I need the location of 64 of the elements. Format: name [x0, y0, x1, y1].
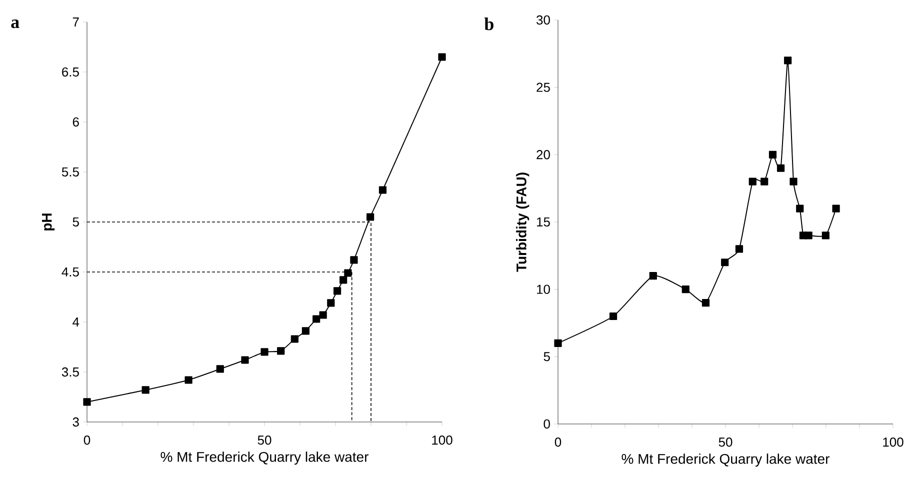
point	[832, 204, 840, 212]
point	[312, 315, 320, 323]
point	[735, 245, 744, 253]
point	[649, 272, 657, 280]
y-tick-label: 7	[72, 18, 79, 26]
point	[366, 213, 374, 221]
y-tick-label: 3.5	[62, 367, 79, 377]
x-tick-label: 0	[84, 436, 90, 445]
chart-title: a	[11, 20, 20, 28]
y-tick-label: 5	[72, 217, 79, 227]
x-tick-label: 50	[258, 436, 272, 445]
y-axis-title: Turbidity (FAU)	[516, 172, 530, 272]
point	[804, 232, 812, 240]
point	[721, 258, 729, 266]
point	[554, 339, 562, 347]
point	[768, 150, 777, 158]
y-tick-label: 25	[536, 82, 550, 92]
y-tick-label: 0	[544, 419, 550, 429]
y-tick-label: 20	[536, 150, 550, 160]
y-tick-label: 4	[72, 318, 80, 326]
y-tick-label: 30	[536, 15, 550, 25]
point	[609, 312, 618, 320]
x-tick-label: 100	[432, 436, 452, 445]
point	[83, 398, 91, 406]
point	[378, 186, 387, 194]
y-tick-label: 10	[537, 284, 550, 294]
point	[241, 356, 249, 364]
point	[277, 347, 285, 355]
point	[784, 56, 792, 64]
y-tick-label: 3	[72, 417, 79, 427]
point	[776, 164, 785, 172]
y-tick-label: 15	[537, 217, 550, 227]
y-tick-label: 6	[72, 117, 79, 127]
x-tick-label: 100	[883, 438, 904, 447]
point	[344, 269, 352, 277]
point	[184, 376, 192, 384]
y-tick-label: 5.5	[62, 167, 79, 177]
point	[327, 299, 335, 307]
point	[340, 276, 348, 284]
point	[682, 286, 690, 294]
point	[319, 311, 327, 319]
x-tick-label: 50	[718, 438, 732, 447]
y-tick-label: 6.5	[62, 67, 79, 77]
point	[702, 298, 710, 307]
point	[260, 348, 268, 356]
point	[350, 256, 358, 264]
point	[333, 287, 342, 295]
point	[760, 178, 768, 186]
point	[748, 178, 756, 186]
point	[438, 53, 446, 61]
y-tick-label: 5	[544, 352, 550, 362]
x-tick-label: 0	[554, 438, 562, 447]
y-axis-title: pH	[42, 214, 55, 230]
point	[290, 335, 298, 343]
x-axis-title: % Mt Frederick Quarry lake water	[160, 452, 369, 465]
point	[302, 327, 310, 335]
point	[216, 365, 224, 373]
point	[790, 178, 798, 186]
point	[142, 386, 150, 394]
chart-title: b	[484, 18, 494, 30]
point	[796, 204, 804, 212]
x-axis-title: % Mt Frederick Quarry lake water	[622, 454, 830, 467]
y-tick-label: 4.5	[62, 267, 79, 277]
point	[822, 232, 830, 240]
